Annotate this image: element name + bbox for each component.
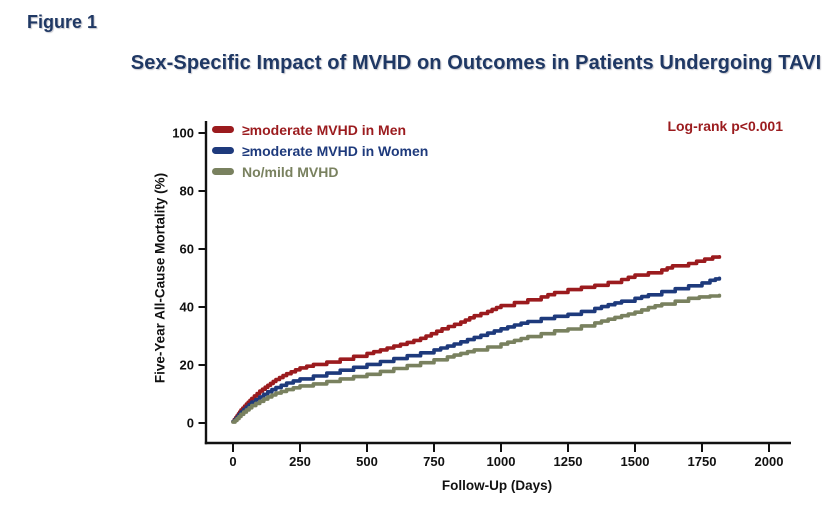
legend-item-no-mild-mvhd: No/mild MVHD — [212, 161, 428, 182]
y-tick-label: 80 — [179, 183, 194, 199]
y-axis-title: Five-Year All-Cause Mortality (%) — [152, 172, 168, 384]
y-tick-label: 0 — [186, 415, 194, 431]
legend: ≥moderate MVHD in Men ≥moderate MVHD in … — [212, 119, 428, 182]
x-tick-label: 250 — [289, 454, 311, 469]
x-tick-label: 1500 — [620, 454, 650, 469]
legend-item-mvhd-men: ≥moderate MVHD in Men — [212, 119, 428, 140]
km-curve-1 — [231, 276, 722, 424]
y-tick-label: 60 — [179, 241, 194, 257]
x-tick-label: 1000 — [486, 454, 516, 469]
km-curve-2 — [231, 293, 722, 424]
x-tick-label: 500 — [356, 454, 378, 469]
km-curve-0 — [231, 255, 722, 424]
legend-marker-women-icon — [212, 147, 234, 154]
x-tick-label: 1250 — [553, 454, 583, 469]
legend-marker-men-icon — [212, 126, 234, 133]
y-tick-label: 20 — [179, 357, 194, 373]
x-axis-title: Follow-Up (Days) — [441, 478, 553, 493]
x-tick-label: 0 — [229, 454, 237, 469]
x-tick-label: 1750 — [687, 454, 717, 469]
log-rank-annotation: Log-rank p<0.001 — [667, 118, 783, 134]
chart-title: Sex-Specific Impact of MVHD on Outcomes … — [130, 52, 822, 74]
legend-label-no-mild: No/mild MVHD — [242, 163, 339, 180]
figure-label: Figure 1 — [27, 12, 98, 32]
y-tick-label: 100 — [172, 125, 194, 141]
x-tick-label: 750 — [423, 454, 445, 469]
legend-item-mvhd-women: ≥moderate MVHD in Women — [212, 140, 428, 161]
legend-label-men: ≥moderate MVHD in Men — [242, 121, 407, 138]
x-tick-label: 2000 — [754, 454, 784, 469]
legend-marker-no-mild-icon — [212, 168, 234, 175]
y-tick-label: 40 — [179, 299, 194, 315]
legend-label-women: ≥moderate MVHD in Women — [242, 142, 429, 159]
